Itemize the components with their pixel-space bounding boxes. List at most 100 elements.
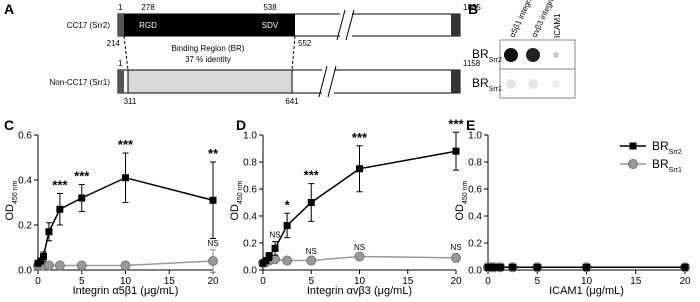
y-axis-label-main: OD: [229, 204, 241, 221]
domain-diagram: [117, 9, 461, 98]
y-axis-label: OD450 nm: [454, 180, 469, 220]
x-tick-label: 10: [354, 276, 366, 287]
y-axis-label: OD450 nm: [229, 180, 244, 220]
y-tick-label: 0.6: [468, 185, 482, 196]
y-axis-label-sub: 450 nm: [12, 180, 19, 204]
data-point: [307, 199, 315, 206]
legend-marker: [628, 159, 638, 169]
identity-label: 37 % identity: [185, 55, 231, 64]
legend-label: BRSrr1: [652, 157, 682, 174]
row-label-sub: Srr2: [489, 57, 502, 64]
x-tick-label: 20: [450, 276, 462, 287]
y-tick-label: 0.2: [243, 239, 257, 250]
y-axis-label-main: OD: [454, 204, 466, 221]
significance-label: ***: [74, 169, 90, 184]
x-tick-label: 0: [260, 276, 266, 287]
significance-label: ***: [52, 178, 68, 193]
data-point: [76, 260, 87, 271]
legend-label-main: BR: [652, 157, 669, 171]
legend-marker: [629, 142, 637, 150]
y-axis-label-sub: 450 nm: [237, 180, 244, 204]
blot-dot: [552, 80, 560, 88]
data-point: [583, 263, 590, 271]
data-point: [451, 252, 461, 263]
y-tick-label: 0.0: [243, 266, 257, 277]
x-axis-label: ICAM1 (μg/mL): [549, 285, 624, 297]
y-tick-label: 0.8: [468, 158, 482, 169]
binding-region: [124, 14, 295, 36]
y-axis-label-sub: 450 nm: [462, 180, 469, 204]
x-tick-label: 20: [679, 276, 691, 287]
data-point: [209, 196, 217, 204]
row-label: BRSrr1: [472, 76, 502, 93]
legend-label-sub: Srr2: [669, 149, 682, 156]
data-point: [43, 260, 54, 271]
break-mark: [318, 65, 328, 98]
blot-dot: [528, 79, 538, 89]
signal-peptide: [118, 70, 124, 93]
y-axis-label-main: OD: [4, 204, 16, 221]
significance-label: *: [285, 197, 291, 212]
blot-dot: [506, 79, 516, 89]
motif-label: RGD: [139, 21, 157, 30]
y-tick-label: 0.4: [243, 212, 257, 223]
significance-label: ***: [352, 130, 368, 145]
x-tick-label: 10: [581, 276, 593, 287]
position-label: 641: [285, 97, 299, 106]
y-tick-label: 0.2: [468, 239, 482, 250]
region-label: Binding Region (BR): [172, 44, 245, 53]
x-tick-label: 10: [120, 276, 132, 287]
y-tick-label: 0.6: [243, 185, 257, 196]
protein-name: Non-CC17 (Srr1): [50, 78, 111, 87]
anchor: [451, 70, 460, 93]
x-tick-label: 15: [630, 276, 642, 287]
significance-label: NS: [270, 231, 281, 240]
y-tick-label: 0.8: [243, 158, 257, 169]
legend-label-main: BR: [652, 139, 669, 153]
x-tick-label: 5: [308, 276, 314, 287]
dashed-link: [291, 35, 296, 71]
data-point: [271, 244, 279, 252]
panel-letter: D: [236, 117, 246, 133]
motif-label: SDV: [262, 21, 279, 30]
significance-label: ***: [118, 137, 134, 152]
data-point: [54, 260, 65, 271]
x-tick-label: 0: [35, 276, 41, 287]
dashed-link: [123, 35, 129, 71]
data-point: [496, 263, 504, 271]
row-label-main: BR: [472, 76, 489, 90]
break-mark: [327, 65, 337, 98]
position-label: 214: [107, 39, 121, 48]
data-point: [533, 263, 541, 271]
x-axis-label: Integrin αvβ3 (μg/mL): [307, 285, 412, 297]
break-mark: [345, 9, 355, 41]
panel-letter: E: [466, 117, 475, 133]
signal-peptide: [118, 14, 124, 36]
x-tick-label: 5: [79, 276, 85, 287]
data-point: [356, 165, 363, 173]
x-axis-label: Integrin α5β1 (μg/mL): [73, 285, 179, 297]
y-tick-label: 0.0: [468, 266, 482, 277]
data-point: [45, 228, 53, 236]
significance-label: NS: [450, 243, 461, 252]
position-label: 1085: [463, 3, 481, 12]
dot-blot: [499, 39, 576, 99]
y-tick-label: 0.4: [18, 176, 32, 187]
data-point: [122, 174, 129, 182]
data-point: [306, 255, 317, 266]
blot-dot: [504, 48, 518, 62]
x-tick-label: 0: [485, 276, 491, 287]
protein-name: CC17 (Srr2): [67, 21, 110, 30]
legend-label-sub: Srr1: [669, 167, 682, 174]
y-tick-label: 0.0: [18, 266, 32, 277]
significance-label: NS: [354, 243, 365, 252]
blot-dot: [526, 48, 540, 62]
y-tick-label: 0.6: [18, 131, 32, 142]
panel-letter: B: [468, 1, 478, 17]
position-label: 538: [263, 3, 277, 12]
x-tick-label: 20: [207, 276, 219, 287]
break-mark: [336, 9, 346, 41]
data-point: [452, 147, 460, 155]
